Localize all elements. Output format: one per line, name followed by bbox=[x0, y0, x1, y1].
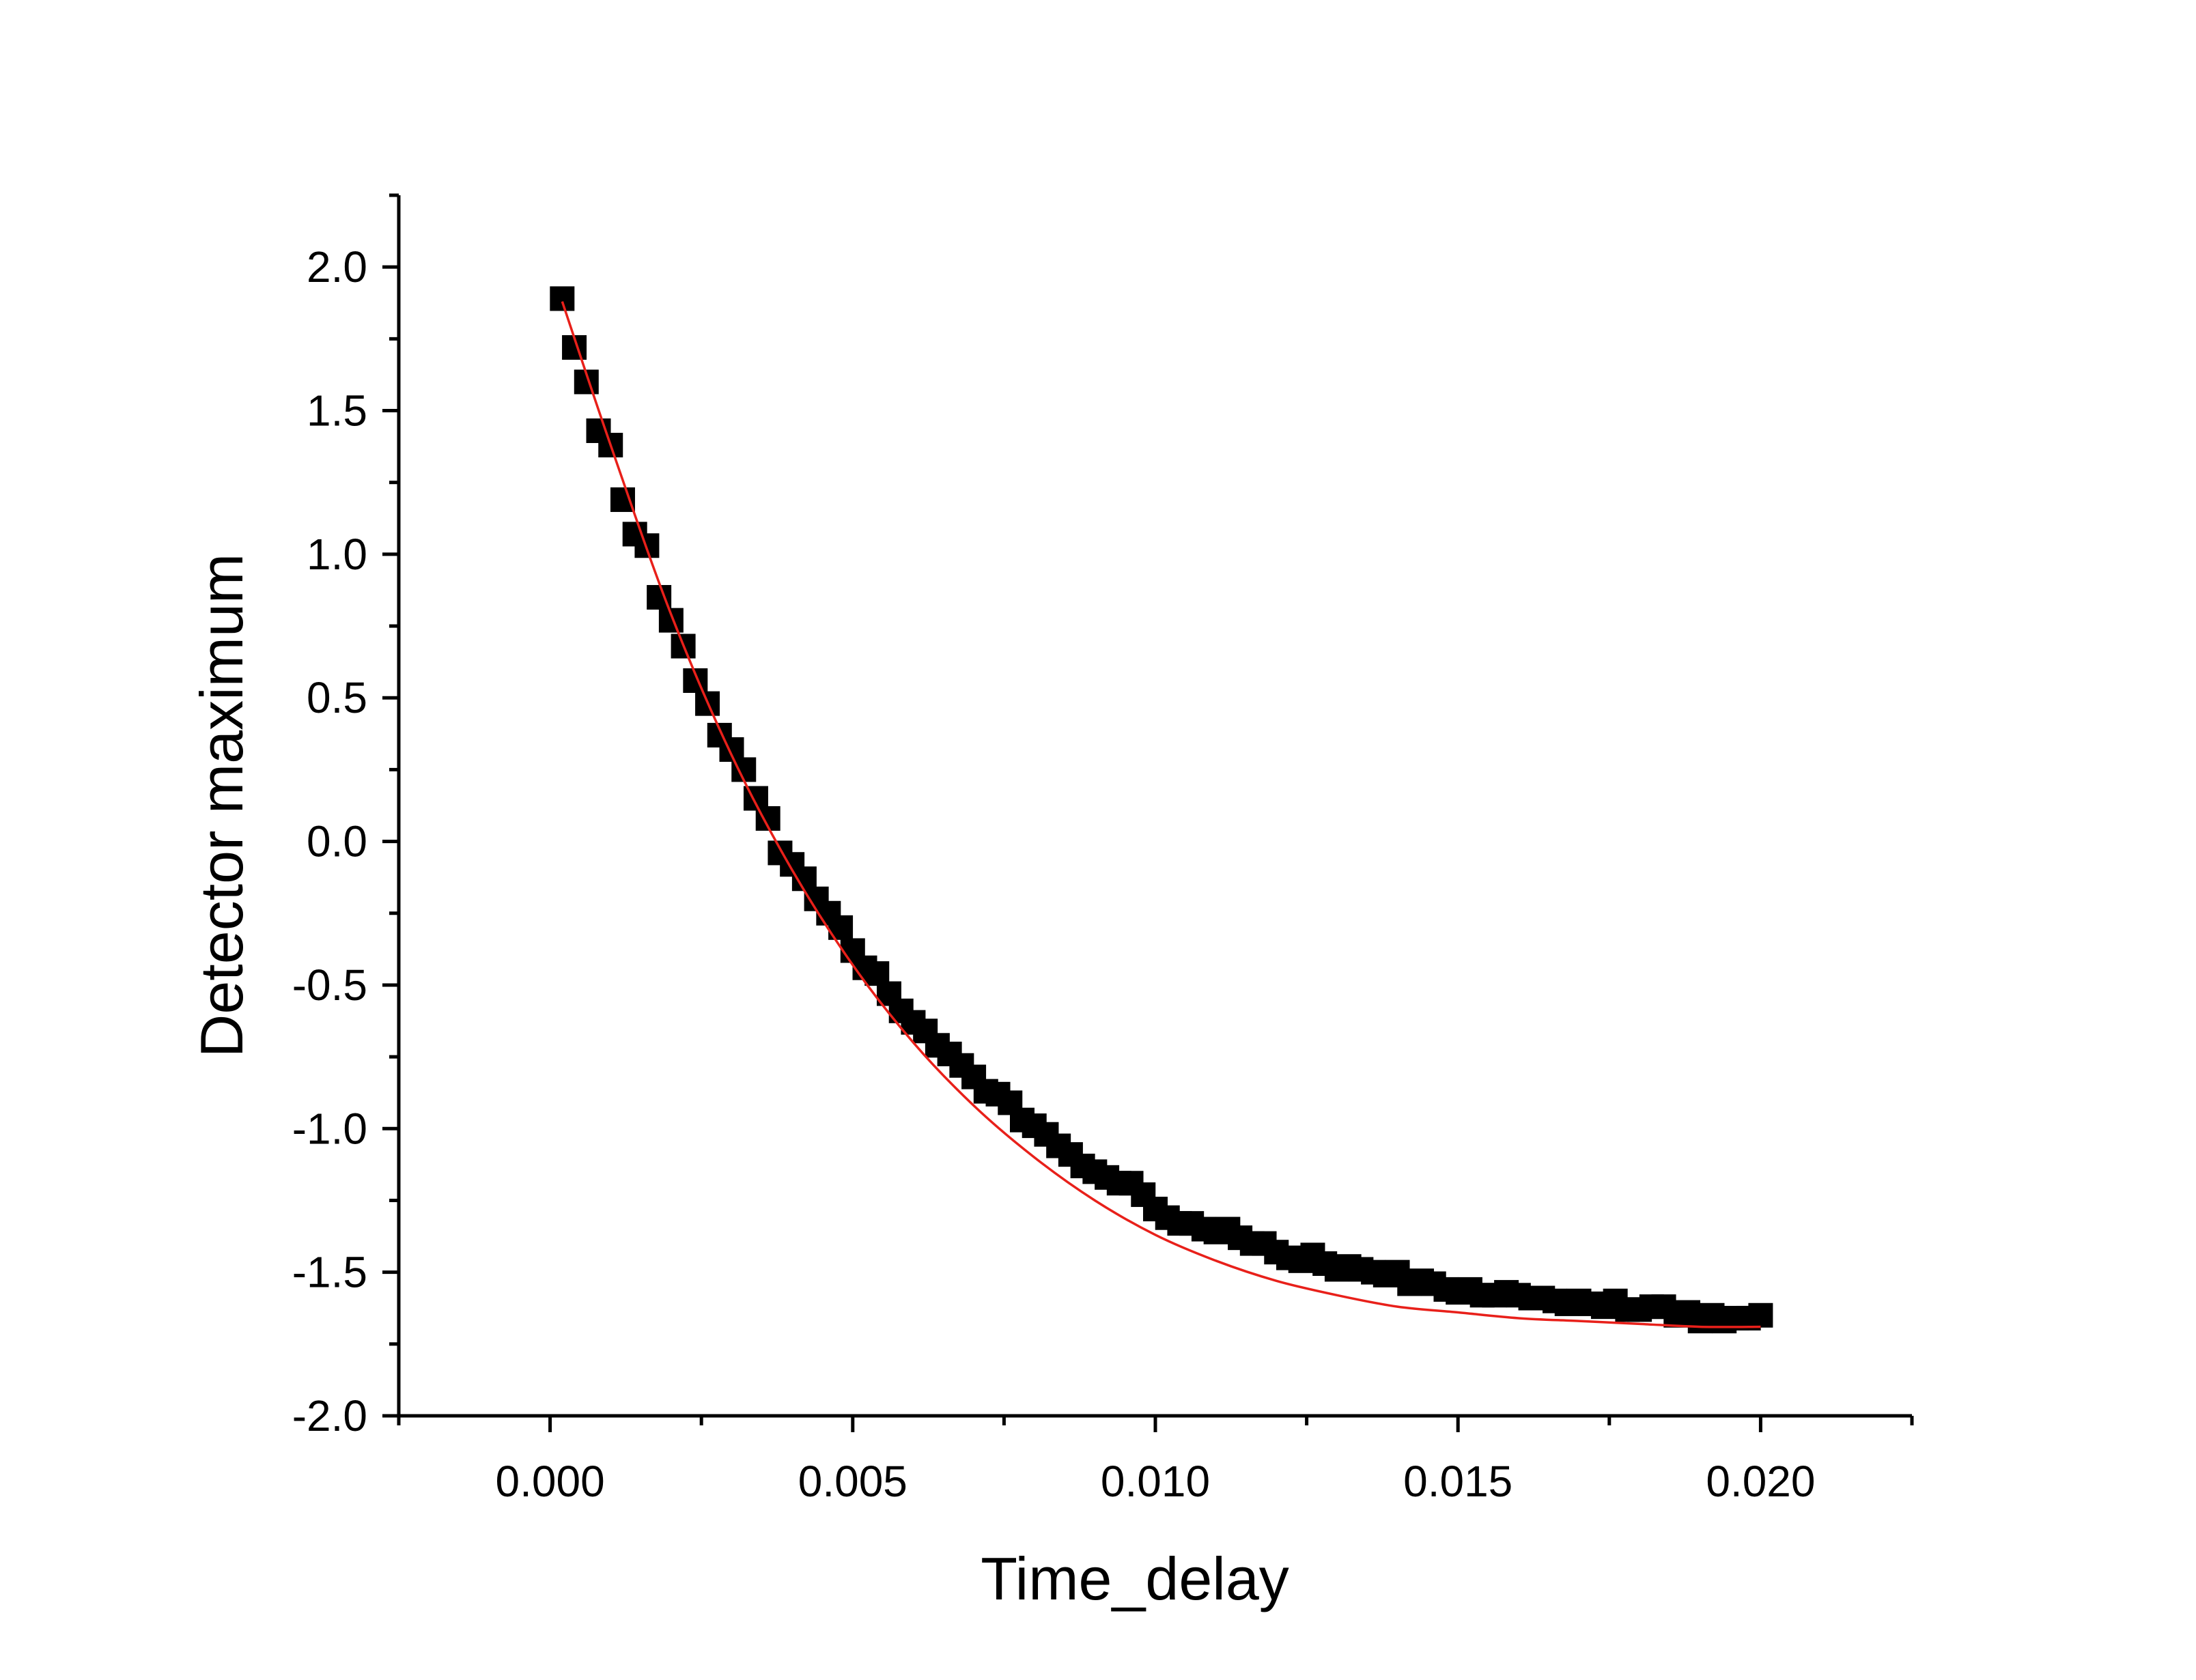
y-tick-label: 1.0 bbox=[307, 530, 367, 579]
x-tick-label: 0.020 bbox=[1706, 1457, 1815, 1506]
y-tick-label: -2.0 bbox=[292, 1391, 367, 1440]
data-point bbox=[610, 487, 635, 512]
x-axis-ticks: 0.000 0.005 0.010 0.015 0.020 bbox=[397, 1416, 1914, 1506]
fit-curve bbox=[561, 301, 1761, 1328]
y-tick-label: 0.5 bbox=[307, 673, 367, 722]
x-axis-title: Time_delay bbox=[981, 1545, 1289, 1612]
y-tick-label: 2.0 bbox=[307, 242, 367, 291]
axes bbox=[397, 195, 1912, 1418]
x-tick-label: 0.010 bbox=[1101, 1457, 1210, 1506]
x-tick-label: 0.000 bbox=[496, 1457, 605, 1506]
x-tick-label: 0.005 bbox=[798, 1457, 907, 1506]
fit-curve-group bbox=[561, 301, 1761, 1328]
y-tick-label: 1.5 bbox=[307, 386, 367, 436]
data-markers bbox=[550, 286, 1773, 1334]
data-point bbox=[550, 286, 575, 311]
y-tick-label: -1.5 bbox=[292, 1248, 367, 1297]
x-tick-label: 0.015 bbox=[1403, 1457, 1512, 1506]
y-tick-label: 0.0 bbox=[307, 817, 367, 866]
y-axis-ticks: -2.0 -1.5 -1.0 -0.5 0.0 0.5 1.0 1.5 2.0 bbox=[292, 193, 399, 1440]
data-point bbox=[1748, 1302, 1773, 1328]
y-axis-title: Detector maximum bbox=[188, 554, 255, 1057]
y-tick-label: -0.5 bbox=[292, 960, 367, 1010]
y-tick-label: -1.0 bbox=[292, 1104, 367, 1153]
